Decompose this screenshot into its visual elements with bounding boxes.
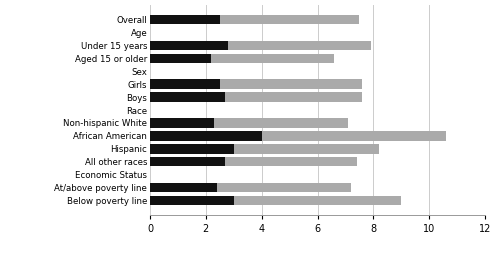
Bar <box>234 144 379 154</box>
Bar <box>150 131 262 141</box>
Bar <box>220 15 360 24</box>
Bar <box>234 196 401 205</box>
Bar <box>150 15 220 24</box>
Bar <box>150 92 226 102</box>
Bar <box>226 92 362 102</box>
Bar <box>150 79 220 89</box>
Bar <box>150 144 234 154</box>
Bar <box>150 196 234 205</box>
Bar <box>220 79 362 89</box>
Bar <box>214 118 348 128</box>
Bar <box>150 183 217 192</box>
Bar <box>212 54 334 63</box>
Bar <box>217 183 351 192</box>
Bar <box>150 54 212 63</box>
Bar <box>150 157 226 166</box>
Bar <box>228 41 370 50</box>
Bar <box>150 118 214 128</box>
Bar <box>262 131 446 141</box>
Bar <box>150 41 228 50</box>
Bar <box>226 157 356 166</box>
